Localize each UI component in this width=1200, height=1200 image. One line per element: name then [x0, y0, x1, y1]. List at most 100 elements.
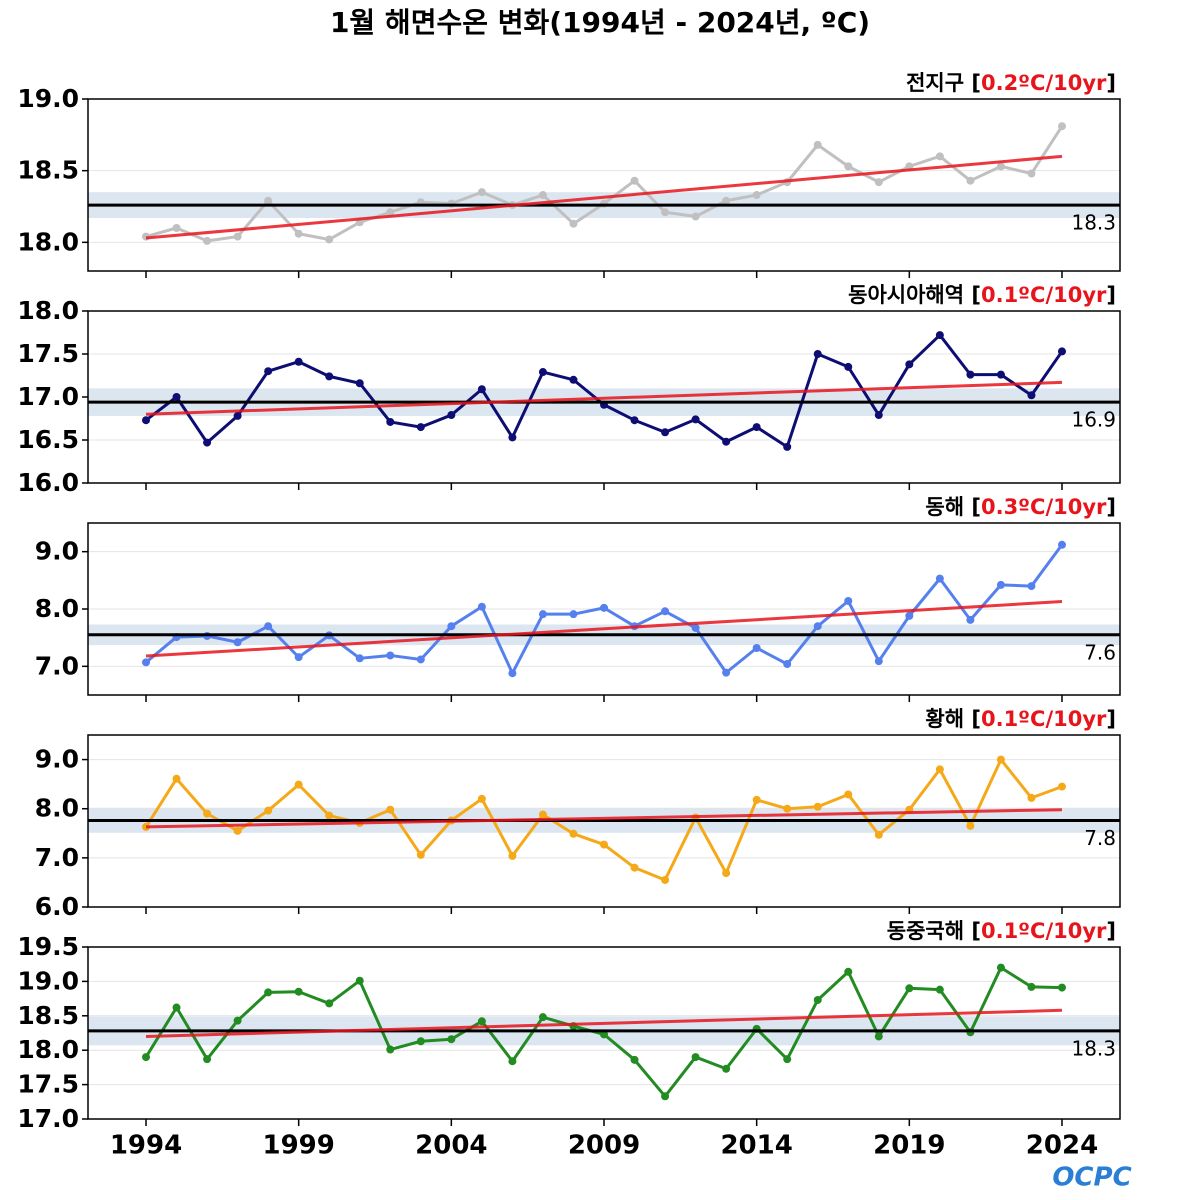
data-point	[386, 1045, 395, 1054]
data-point	[386, 651, 395, 660]
data-point	[203, 809, 212, 818]
x-tick-label: 2014	[720, 1131, 792, 1161]
data-point	[386, 417, 395, 426]
data-point	[813, 622, 822, 631]
data-point	[355, 379, 364, 388]
panel-subtitle: 전지구 [0.2ºC/10yr]	[906, 71, 1116, 95]
data-point	[477, 602, 486, 611]
data-point	[325, 235, 334, 244]
panel: 16.0 16.5 17.0 17.5 18.0 16.9 동아시아해역 [0.1ºC/10…	[17, 283, 1121, 497]
data-point	[477, 188, 486, 197]
data-point	[691, 1053, 700, 1062]
subtitle-rate: 0.3ºC/10yr	[981, 495, 1107, 519]
data-point	[691, 415, 700, 424]
y-tick-label: 18.0	[17, 296, 79, 325]
data-point	[233, 1016, 242, 1025]
plot-frame	[87, 310, 1121, 484]
data-point	[996, 963, 1005, 972]
y-tick-label: 7.0	[35, 843, 79, 872]
subtitle-close: ]	[1106, 495, 1116, 519]
subtitle-open: [	[971, 283, 981, 307]
y-tick-label: 19.5	[17, 932, 79, 961]
data-point	[416, 655, 425, 664]
plot-frame	[87, 98, 1121, 272]
data-point	[1057, 347, 1066, 356]
y-tick-label: 16.5	[17, 425, 79, 454]
data-point	[966, 821, 975, 830]
data-point	[874, 657, 883, 666]
subtitle-region: 동중국해	[887, 919, 964, 943]
data-point	[600, 840, 608, 849]
data-point	[722, 668, 731, 677]
y-tick-label: 18.5	[17, 1001, 79, 1030]
data-point	[1027, 582, 1036, 591]
subtitle-open: [	[971, 495, 981, 519]
data-point	[630, 176, 639, 185]
data-point	[905, 611, 914, 620]
data-point	[905, 984, 914, 993]
data-point	[996, 580, 1005, 589]
y-tick-label: 8.0	[35, 594, 79, 623]
subtitle-close: ]	[1106, 919, 1116, 943]
data-point	[752, 795, 761, 804]
y-tick-label: 17.0	[17, 382, 79, 411]
data-point	[813, 802, 822, 811]
data-point	[172, 1003, 181, 1012]
data-point	[233, 411, 242, 420]
y-tick-label: 7.0	[35, 651, 79, 680]
data-point	[294, 357, 303, 366]
data-point	[722, 869, 731, 878]
trend-line	[145, 600, 1063, 658]
trend-line	[145, 154, 1063, 240]
data-point	[447, 411, 456, 420]
data-point	[477, 385, 486, 394]
data-point	[691, 212, 700, 221]
panel: 17.0 17.5 18.0 18.5 19.0 19.5 1994 1999 2004 2009…	[17, 919, 1121, 1161]
data-point	[447, 622, 456, 631]
data-point	[722, 437, 731, 446]
subtitle-open: [	[971, 919, 981, 943]
data-point	[264, 622, 273, 631]
mean-label: 7.8	[1084, 826, 1116, 850]
data-point	[508, 1057, 517, 1066]
data-point	[508, 851, 517, 860]
y-tick-label: 9.0	[35, 537, 79, 566]
mean-label: 18.3	[1071, 211, 1116, 235]
data-point	[538, 368, 547, 377]
subtitle-close: ]	[1106, 707, 1116, 731]
data-point	[996, 162, 1005, 171]
data-point	[294, 229, 303, 238]
trend-line	[145, 1008, 1063, 1038]
trend-line	[145, 808, 1063, 829]
y-tick-label: 17.5	[17, 1070, 79, 1099]
data-point	[844, 790, 853, 799]
data-point	[264, 367, 273, 376]
data-point	[294, 780, 303, 789]
data-point	[1027, 169, 1036, 178]
panel: 6.0 7.0 8.0 9.0 7.8 황해 [0.1ºC/10yr]	[35, 707, 1121, 921]
data-point	[264, 196, 273, 205]
subtitle-rate: 0.1ºC/10yr	[981, 283, 1107, 307]
data-point	[355, 976, 364, 985]
data-point	[844, 596, 853, 605]
y-tick-label: 17.5	[17, 339, 79, 368]
y-tick-label: 9.0	[35, 745, 79, 774]
data-point	[569, 375, 578, 384]
data-point	[630, 416, 639, 425]
panel: 18.0 18.5 19.0 18.3 전지구 [0.2ºC/10yr]	[17, 71, 1121, 278]
data-point	[1027, 793, 1036, 802]
data-point	[874, 1032, 883, 1041]
y-tick-label: 18.5	[17, 156, 79, 185]
panel-subtitle: 동해 [0.3ºC/10yr]	[925, 495, 1116, 519]
data-point	[538, 810, 547, 819]
data-point	[966, 176, 975, 185]
data-point	[264, 988, 273, 997]
data-point	[935, 765, 944, 774]
data-point	[386, 805, 395, 814]
data-point	[325, 999, 334, 1008]
y-tick-label: 18.0	[17, 227, 79, 256]
mean-label: 16.9	[1071, 408, 1116, 432]
data-point	[386, 208, 395, 217]
data-point	[630, 863, 639, 872]
